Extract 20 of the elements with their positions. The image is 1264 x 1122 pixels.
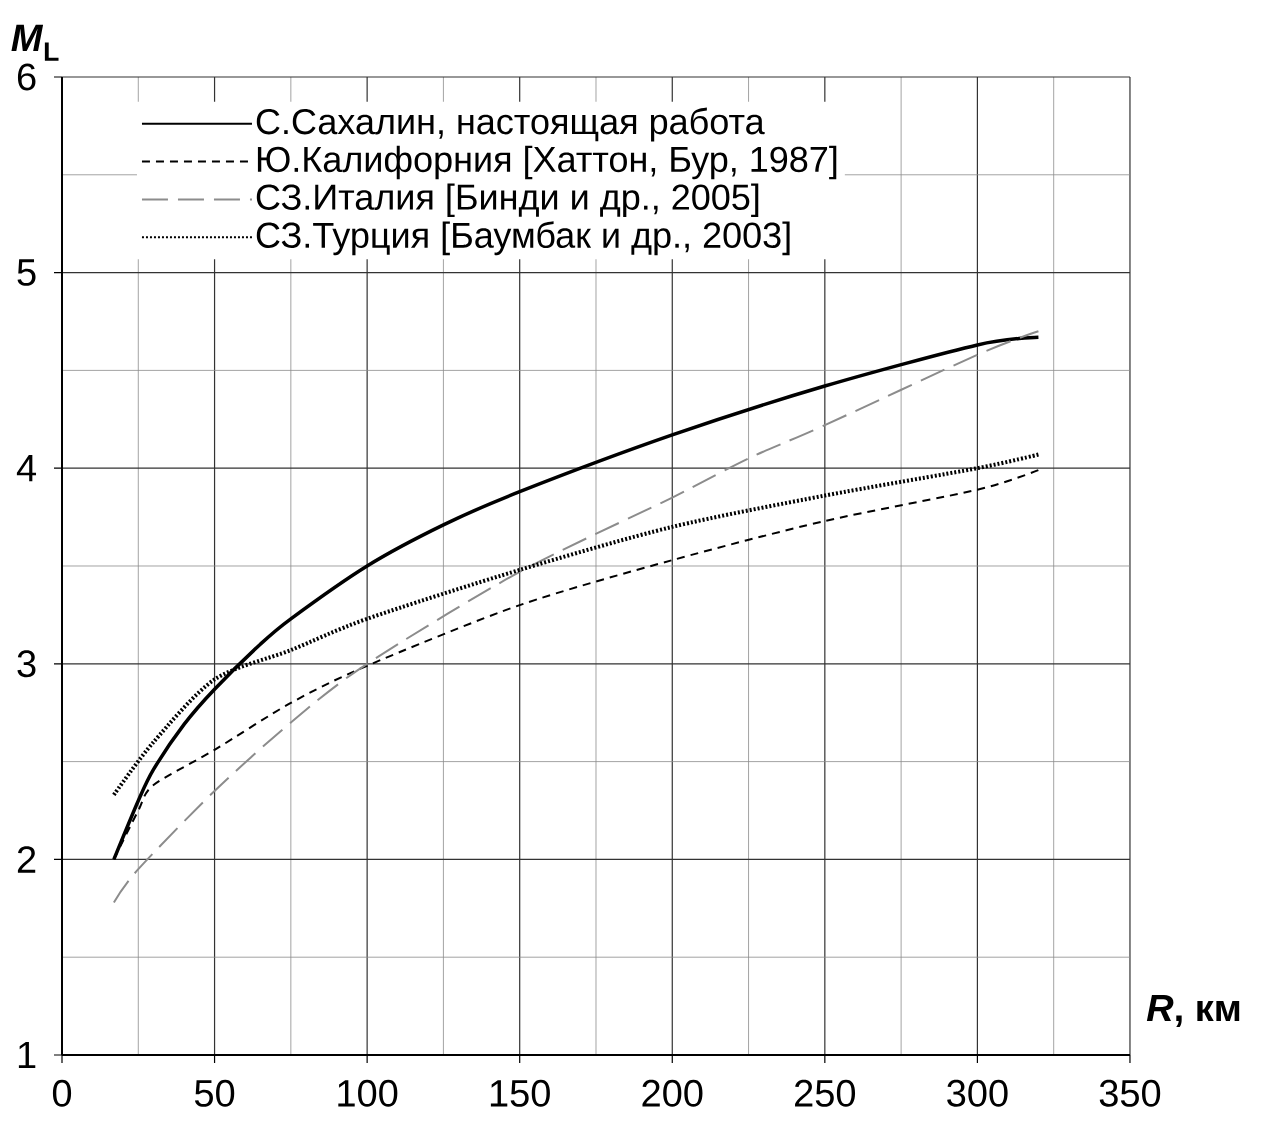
- y-tick-label: 6: [17, 63, 36, 91]
- x-tick-label: 350: [1099, 1079, 1161, 1107]
- x-tick-label: 200: [642, 1079, 703, 1107]
- y-tick-label: 3: [17, 650, 36, 678]
- y-tick-label: 5: [17, 259, 36, 286]
- x-tick-label: 300: [947, 1079, 1008, 1107]
- x-tick-label: 50: [194, 1079, 235, 1107]
- legend-label: С.Сахалин, настоящая работа: [256, 107, 765, 142]
- legend-label: Ю.Калифорния [Хаттон, Бур, 1987]: [257, 145, 837, 180]
- x-tick-label: 100: [338, 1079, 398, 1107]
- x-axis-title: R, км: [1146, 994, 1240, 1027]
- x-tick-label: 150: [490, 1079, 550, 1107]
- legend-label: СЗ.Турция [Баумбак и др., 2003]: [256, 221, 790, 256]
- x-tick-label: 250: [795, 1079, 856, 1107]
- y-tick-label: 4: [16, 455, 37, 482]
- legend-label: СЗ.Италия [Бинди и др., 2005]: [256, 183, 759, 218]
- y-tick-label: 2: [17, 846, 36, 873]
- x-tick-label: 0: [52, 1079, 72, 1107]
- y-axis-title: M$_{L}$: [11, 24, 59, 61]
- y-tick-label: 1: [18, 1041, 36, 1069]
